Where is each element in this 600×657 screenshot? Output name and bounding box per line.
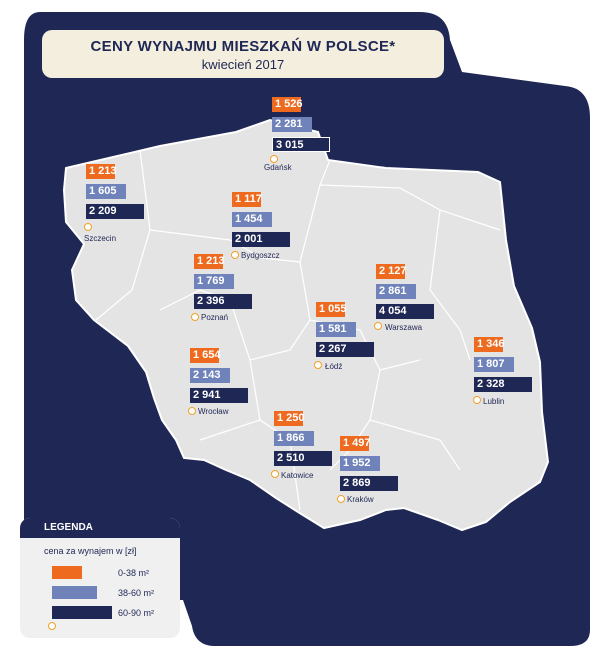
warszawa-mid-price: 2 861 bbox=[376, 284, 416, 299]
gdansk-small-price: 1 526 bbox=[272, 97, 303, 112]
lodz-large-price: 2 267 bbox=[316, 342, 374, 357]
katowice-pin-icon bbox=[271, 470, 279, 478]
warszawa-large-price: 4 054 bbox=[376, 304, 434, 319]
szczecin-pin-icon bbox=[84, 223, 92, 231]
page-title: CENY WYNAJMU MIESZKAŃ W POLSCE* bbox=[90, 38, 396, 55]
legend-subtitle: cena za wynajem w [zł] bbox=[44, 546, 137, 556]
lodz-label: Łódź bbox=[325, 362, 343, 371]
bydgoszcz-pin-icon bbox=[231, 251, 239, 259]
wroclaw-small-price: 1 654 bbox=[190, 348, 221, 363]
gdansk-label: Gdańsk bbox=[264, 163, 292, 172]
wroclaw-mid-price: 2 143 bbox=[190, 368, 230, 383]
warszawa-label: Warszawa bbox=[385, 323, 423, 332]
lublin-mid-price: 1 807 bbox=[474, 357, 514, 372]
lublin-small-price: 1 346 bbox=[474, 337, 505, 352]
poznan-large-price: 2 396 bbox=[194, 294, 252, 309]
szczecin-label: Szczecin bbox=[84, 234, 117, 243]
krakow-large-price: 2 869 bbox=[340, 476, 398, 491]
gdansk-pin-icon bbox=[270, 155, 278, 163]
warszawa-small-price: 2 127 bbox=[376, 264, 407, 279]
legend-large-swatch bbox=[52, 606, 112, 619]
bydgoszcz-mid-price: 1 454 bbox=[232, 212, 272, 227]
legend-pin-icon bbox=[48, 622, 56, 630]
szczecin-large-price: 2 209 bbox=[86, 204, 144, 219]
page-subtitle: kwiecień 2017 bbox=[201, 57, 285, 72]
legend-title: LEGENDA bbox=[20, 518, 180, 538]
katowice-label: Katowice bbox=[281, 471, 314, 480]
legend-small-swatch bbox=[52, 566, 82, 579]
warszawa-pin-icon bbox=[374, 322, 382, 330]
krakow-mid-price: 1 952 bbox=[340, 456, 380, 471]
poznan-label: Poznań bbox=[201, 313, 229, 322]
krakow-label: Kraków bbox=[347, 495, 374, 504]
szczecin-small-price: 1 213 bbox=[86, 164, 117, 179]
krakow-pin-icon bbox=[337, 495, 345, 503]
lublin-pin-icon bbox=[473, 396, 481, 404]
bydgoszcz-label: Bydgoszcz bbox=[241, 251, 280, 260]
szczecin-mid-price: 1 605 bbox=[86, 184, 126, 199]
katowice-large-price: 2 510 bbox=[274, 451, 332, 466]
katowice-small-price: 1 250 bbox=[274, 411, 305, 426]
poznan-small-price: 1 213 bbox=[194, 254, 225, 269]
lublin-label: Lublin bbox=[483, 397, 505, 406]
wroclaw-label: Wrocław bbox=[198, 407, 229, 416]
katowice-mid-price: 1 866 bbox=[274, 431, 314, 446]
bydgoszcz-large-price: 2 001 bbox=[232, 232, 290, 247]
krakow-small-price: 1 497 bbox=[340, 436, 371, 451]
bydgoszcz-small-price: 1 117 bbox=[232, 192, 262, 207]
lublin-large-price: 2 328 bbox=[474, 377, 532, 392]
lodz-small-price: 1 055 bbox=[316, 302, 347, 317]
wroclaw-pin-icon bbox=[188, 407, 196, 415]
legend-large-label: 60-90 m² bbox=[118, 608, 155, 618]
legend-mid-label: 38-60 m² bbox=[118, 588, 155, 598]
poznan-pin-icon bbox=[191, 313, 199, 321]
legend: LEGENDA cena za wynajem w [zł] 0-38 m² 3… bbox=[20, 518, 180, 638]
voivodeship-borders bbox=[95, 149, 501, 511]
legend-mid-swatch bbox=[52, 586, 97, 599]
gdansk-mid-price: 2 281 bbox=[272, 117, 312, 132]
lodz-pin-icon bbox=[314, 361, 322, 369]
lodz-mid-price: 1 581 bbox=[316, 322, 356, 337]
wroclaw-large-price: 2 941 bbox=[190, 388, 248, 403]
title-box: CENY WYNAJMU MIESZKAŃ W POLSCE* kwiecień… bbox=[42, 30, 444, 78]
gdansk-large-price: 3 015 bbox=[272, 137, 330, 152]
poznan-mid-price: 1 769 bbox=[194, 274, 234, 289]
legend-small-label: 0-38 m² bbox=[118, 568, 150, 578]
